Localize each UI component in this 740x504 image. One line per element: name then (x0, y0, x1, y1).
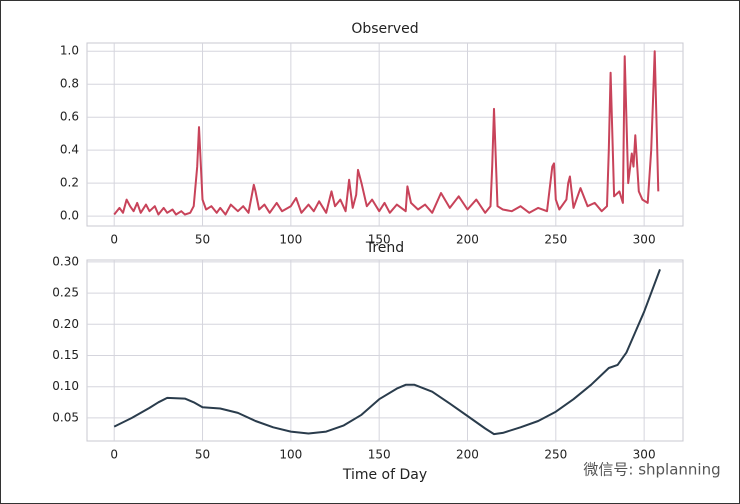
x-axis-label: Time of Day (342, 467, 427, 483)
y-tick-label: 0.15 (52, 348, 79, 362)
x-tick-label: 50 (195, 233, 210, 247)
plot-area (86, 259, 684, 442)
y-tick-label: 0.4 (60, 143, 79, 157)
y-tick-label: 0.05 (52, 410, 79, 424)
chart-title: Trend (365, 240, 404, 256)
x-tick-label: 300 (633, 233, 656, 247)
x-tick-label: 0 (110, 233, 118, 247)
y-tick-label: 0.0 (60, 209, 79, 223)
x-tick-label: 200 (456, 233, 479, 247)
x-tick-label: 200 (456, 448, 479, 462)
y-tick-label: 0.20 (52, 317, 79, 331)
y-tick-label: 0.8 (60, 77, 79, 91)
y-tick-label: 1.0 (60, 44, 79, 58)
line (113, 269, 661, 436)
x-tick-label: 0 (110, 448, 118, 462)
plot-area (86, 42, 684, 227)
y-tick-label: 0.25 (52, 286, 79, 300)
x-tick-label: 300 (633, 448, 656, 462)
x-tick-label: 250 (544, 233, 567, 247)
y-tick-label: 0.6 (60, 110, 79, 124)
x-tick-label: 150 (368, 233, 391, 247)
line (113, 50, 660, 216)
x-tick-label: 100 (279, 233, 302, 247)
y-tick-label: 0.10 (52, 379, 79, 393)
y-tick-label: 0.2 (60, 176, 79, 190)
chart-title: Observed (351, 21, 418, 37)
x-tick-label: 50 (195, 448, 210, 462)
x-tick-label: 150 (368, 448, 391, 462)
x-tick-label: 250 (544, 448, 567, 462)
watermark: 微信号: shplanning (583, 461, 720, 479)
x-tick-label: 100 (279, 448, 302, 462)
y-tick-label: 0.30 (52, 254, 79, 268)
